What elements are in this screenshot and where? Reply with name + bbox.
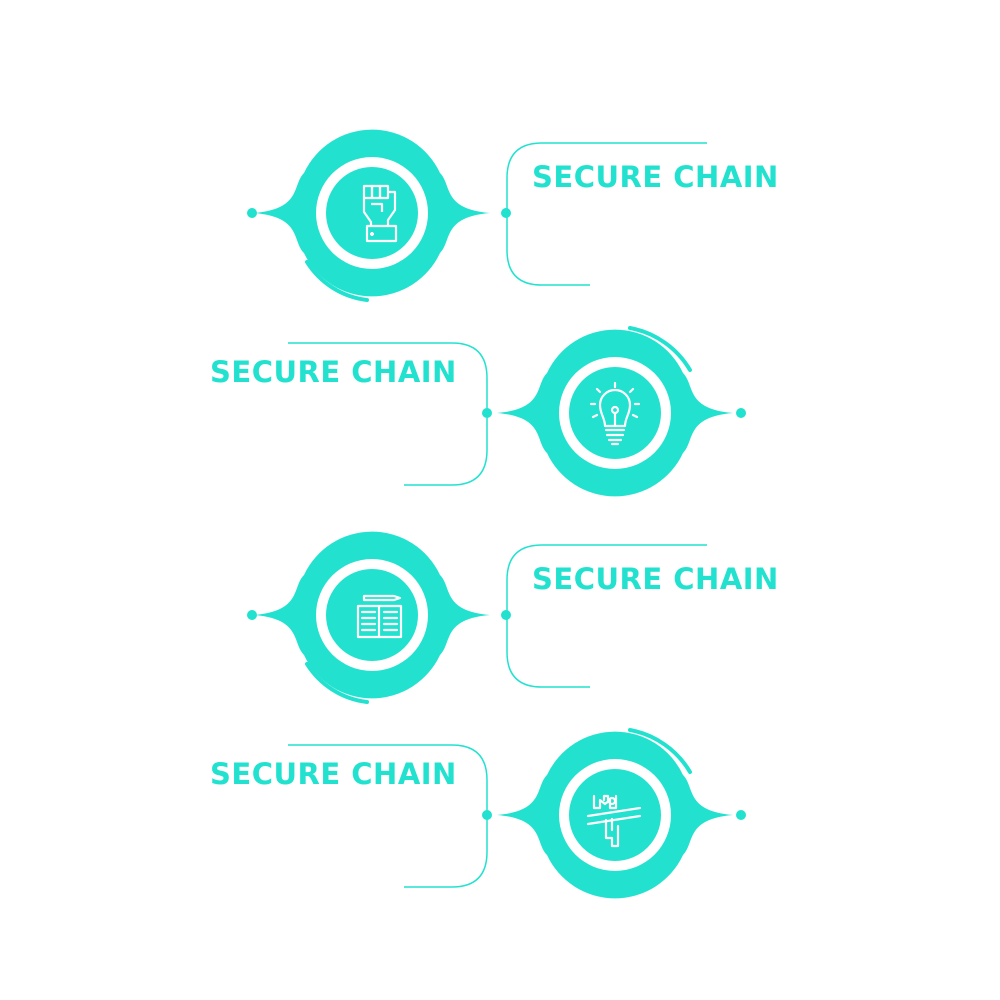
step-1-accent-arc bbox=[305, 260, 369, 302]
raised-fist-icon bbox=[362, 184, 398, 243]
open-book-pencil-icon bbox=[356, 594, 403, 639]
step-3-title: SECURE CHAIN bbox=[532, 562, 779, 596]
step-2-title: SECURE CHAIN bbox=[210, 355, 457, 389]
step-3-node bbox=[254, 531, 490, 699]
step-4-bracket bbox=[288, 744, 488, 888]
step-1-right-dot bbox=[501, 208, 511, 218]
step-3-left-dot bbox=[247, 610, 257, 620]
step-4: SECURE CHAIN bbox=[210, 728, 746, 899]
step-4-accent-arc bbox=[628, 728, 692, 774]
step-1-title: SECURE CHAIN bbox=[532, 160, 779, 194]
step-4-node bbox=[497, 731, 733, 899]
step-3-bracket bbox=[506, 544, 707, 688]
step-1-node bbox=[254, 129, 490, 297]
light-bulb-icon bbox=[589, 381, 641, 446]
step-1: SECURE CHAIN bbox=[247, 129, 779, 302]
step-3-right-dot bbox=[501, 610, 511, 620]
step-3: SECURE CHAIN bbox=[247, 531, 779, 704]
step-4-right-dot bbox=[736, 810, 746, 820]
step-1-bracket bbox=[506, 142, 707, 286]
step-2-bracket bbox=[288, 342, 488, 486]
step-3-accent-arc bbox=[305, 662, 369, 704]
step-2-right-dot bbox=[736, 408, 746, 418]
step-1-left-dot bbox=[247, 208, 257, 218]
step-2-accent-arc bbox=[628, 326, 692, 372]
step-4-title: SECURE CHAIN bbox=[210, 757, 457, 791]
finish-line-runner-icon bbox=[586, 794, 642, 848]
step-2: SECURE CHAIN bbox=[210, 326, 746, 497]
